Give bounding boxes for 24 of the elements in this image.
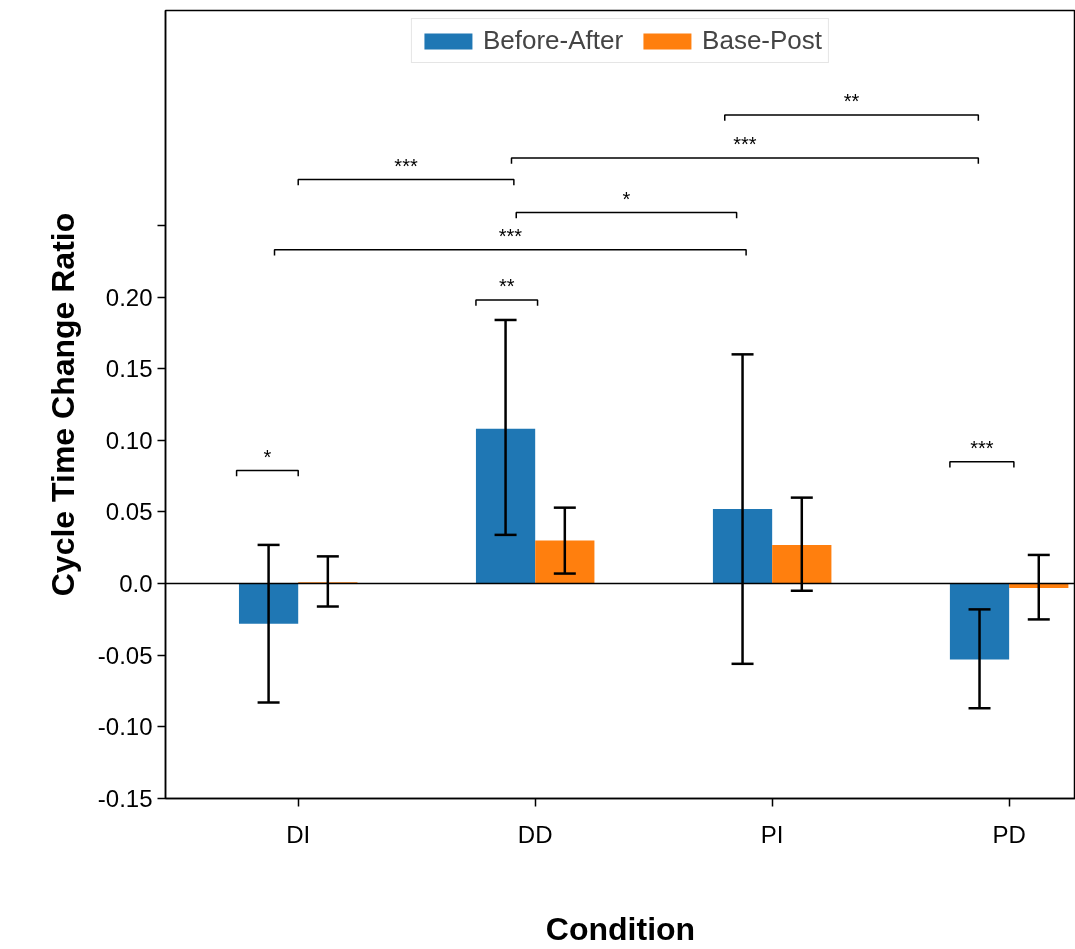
y-tick-label: -0.10 [97,713,153,741]
annotation: *** [394,154,418,177]
x-tick-label: PD [992,820,1026,848]
annotation: * [263,445,272,468]
legend-label: Before-After [482,25,624,56]
legend-label: Base-Post [702,25,823,56]
annotation: *** [733,133,757,156]
annotation: *** [970,436,994,459]
x-tick-label: DD [517,820,553,848]
y-axis-title: Cycle Time Change Ratio [44,212,81,597]
x-axis-title: Condition [545,910,696,947]
y-tick-label: -0.05 [97,641,153,669]
y-tick-label: 0.15 [105,355,153,383]
x-tick-label: DI [286,820,311,848]
y-tick-label: 0.0 [119,570,153,598]
annotation: ** [843,90,860,113]
y-tick-label: 0.10 [105,426,153,454]
annotation: ** [498,275,515,298]
x-tick-label: PI [760,820,784,848]
y-tick-label: -0.15 [97,785,153,812]
annotation: * [622,187,631,210]
annotation: *** [498,224,523,247]
y-tick-label: 0.05 [105,498,153,526]
y-tick-label: 0.20 [105,283,153,311]
